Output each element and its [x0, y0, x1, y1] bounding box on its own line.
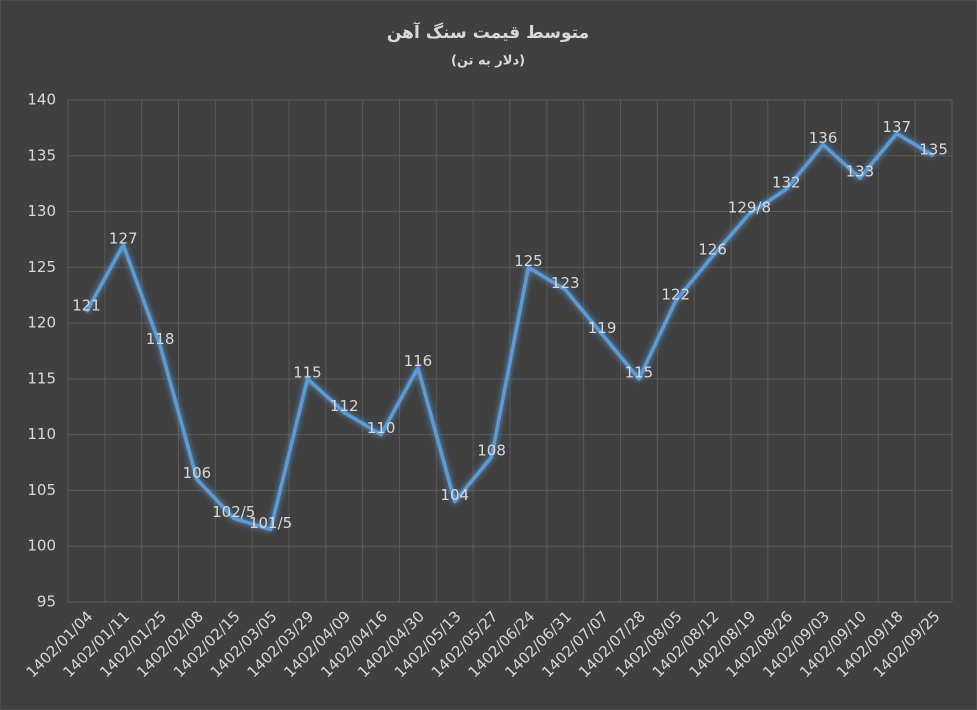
data-label: 112 [330, 397, 359, 415]
data-label: 116 [404, 352, 433, 370]
data-label: 102/5 [212, 503, 255, 521]
y-tick-label: 125 [27, 258, 56, 276]
data-label: 137 [882, 118, 911, 136]
y-tick-label: 140 [27, 91, 56, 109]
data-label: 115 [625, 363, 654, 381]
data-label: 119 [588, 319, 617, 337]
data-label: 115 [293, 363, 322, 381]
y-tick-label: 100 [27, 537, 56, 555]
line [84, 131, 935, 532]
data-label: 135 [919, 140, 948, 158]
data-label: 104 [440, 486, 469, 504]
data-label: 133 [846, 163, 875, 181]
y-tick-label: 95 [37, 593, 56, 611]
data-label: 121 [72, 296, 101, 314]
chart-title: متوسط قیمت سنگ آهن [387, 21, 589, 43]
data-label: 101/5 [249, 514, 292, 532]
data-label: 110 [367, 419, 396, 437]
data-label: 123 [551, 274, 580, 292]
data-label: 125 [514, 252, 543, 270]
data-label: 132 [772, 174, 801, 192]
y-tick-label: 105 [27, 481, 56, 499]
y-tick-label: 110 [27, 425, 56, 443]
data-label: 122 [661, 285, 690, 303]
data-label: 108 [477, 441, 506, 459]
chart-subtitle: (دلار به تن) [451, 54, 525, 69]
data-label: 136 [809, 129, 838, 147]
y-tick-label: 130 [27, 202, 56, 220]
data-label: 127 [109, 230, 138, 248]
y-tick-label: 120 [27, 314, 56, 332]
data-label: 126 [698, 241, 727, 259]
data-label: 118 [146, 330, 175, 348]
y-tick-label: 115 [27, 369, 56, 387]
data-label: 106 [183, 464, 212, 482]
y-tick-label: 135 [27, 146, 56, 164]
data-label: 129/8 [728, 198, 771, 216]
